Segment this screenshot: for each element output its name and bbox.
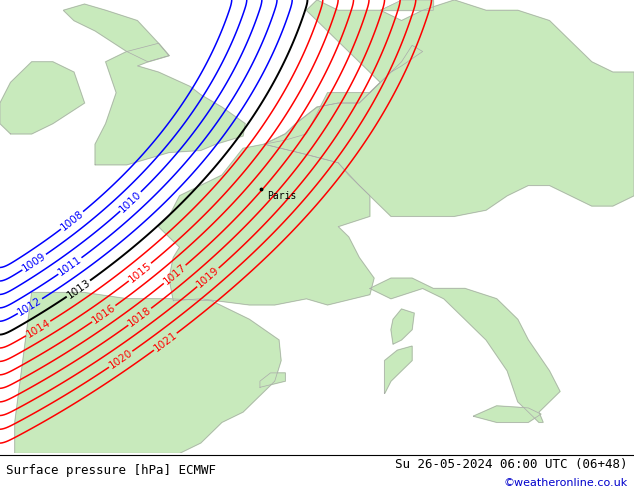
Text: Su 26-05-2024 06:00 UTC (06+48): Su 26-05-2024 06:00 UTC (06+48) [395, 458, 628, 471]
Text: 1012: 1012 [16, 295, 44, 318]
Polygon shape [0, 62, 84, 134]
Polygon shape [380, 0, 433, 10]
Text: Surface pressure [hPa] ECMWF: Surface pressure [hPa] ECMWF [6, 465, 216, 477]
Polygon shape [260, 373, 285, 387]
Text: 1015: 1015 [127, 260, 153, 284]
Text: 1021: 1021 [152, 330, 179, 354]
Polygon shape [95, 43, 245, 165]
Polygon shape [264, 0, 634, 216]
Polygon shape [158, 144, 374, 305]
Text: 1011: 1011 [56, 254, 84, 278]
Text: 1014: 1014 [24, 318, 52, 340]
Text: 1020: 1020 [107, 348, 134, 371]
Text: 1010: 1010 [118, 189, 144, 214]
Text: 1018: 1018 [126, 305, 153, 329]
Polygon shape [63, 4, 169, 62]
Text: 1016: 1016 [90, 302, 117, 325]
Text: 1013: 1013 [65, 277, 92, 300]
Text: Paris: Paris [268, 191, 297, 201]
Text: 1019: 1019 [195, 265, 221, 290]
Polygon shape [370, 278, 560, 422]
Polygon shape [385, 346, 412, 393]
Polygon shape [15, 293, 281, 453]
Text: 1009: 1009 [20, 251, 48, 273]
Polygon shape [474, 406, 541, 422]
Text: 1008: 1008 [59, 208, 86, 233]
Text: ©weatheronline.co.uk: ©weatheronline.co.uk [503, 478, 628, 488]
Polygon shape [391, 309, 414, 344]
Text: 1017: 1017 [162, 262, 188, 287]
Polygon shape [264, 46, 423, 144]
